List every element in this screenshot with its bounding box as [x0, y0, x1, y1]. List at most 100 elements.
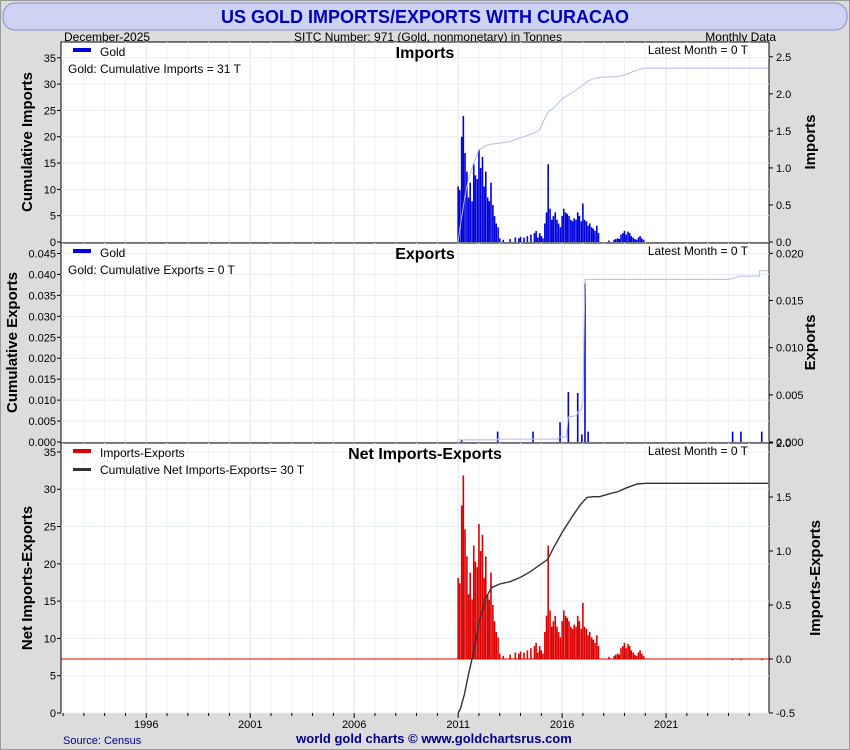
net-bar: [566, 617, 569, 659]
exports-bar: [581, 434, 583, 442]
net-bar: [573, 624, 575, 659]
net-bar: [637, 652, 640, 659]
net-bar: [592, 639, 595, 659]
imports-bar: [642, 239, 645, 242]
net-bar: [618, 654, 621, 659]
imports-bar: [622, 233, 624, 242]
imports-bar: [530, 234, 532, 242]
net-bar: [540, 650, 543, 659]
imports-bar: [485, 171, 487, 242]
imports-bar: [502, 239, 505, 242]
exports-cumulative-line: [458, 270, 768, 441]
net-bar: [575, 626, 577, 659]
exports-left-tick-label: 0.025: [28, 332, 56, 344]
imports-bar: [488, 201, 491, 242]
imports-left-axis-title: Cumulative Imports: [19, 72, 36, 212]
imports-bar: [554, 212, 557, 242]
net-right-axis-title: Imports-Exports: [807, 520, 824, 636]
net-bar: [469, 572, 472, 659]
exports-legend-label: Gold: [100, 246, 125, 260]
net-bar: [559, 637, 562, 659]
imports-bar: [536, 237, 539, 242]
imports-bar: [575, 219, 577, 242]
imports-bar: [590, 227, 593, 242]
x-axis-tick-label: 1996: [134, 719, 158, 731]
net-bar: [740, 659, 742, 661]
net-right-tick-label: -0.5: [776, 708, 795, 720]
net-bar: [464, 529, 466, 659]
imports-bar: [550, 219, 553, 242]
net-bar: [490, 572, 492, 659]
net-bar: [478, 524, 480, 659]
imports-bar: [627, 231, 629, 242]
imports-bar: [634, 239, 636, 242]
imports-bar: [613, 239, 615, 242]
imports-bar: [552, 216, 555, 242]
imports-bar: [519, 236, 522, 242]
imports-bar: [564, 212, 567, 242]
imports-bar: [614, 239, 617, 242]
exports-right-tick-label: 0.005: [776, 390, 804, 402]
imports-bar: [597, 233, 600, 242]
net-right-tick-label: 2.0: [776, 438, 791, 450]
exports-right-tick-label: 0.020: [776, 248, 804, 260]
imports-right-tick-label: 2.0: [776, 89, 791, 101]
exports-bar: [731, 431, 734, 442]
net-bar: [526, 650, 529, 659]
net-bar: [492, 605, 494, 659]
imports-bar: [481, 156, 484, 242]
frequency-label: Monthly Data: [705, 30, 776, 44]
imports-bar: [460, 136, 463, 242]
imports-bar: [573, 218, 575, 242]
imports-bar: [594, 230, 596, 242]
net-bar: [471, 599, 473, 659]
net-right-tick-label: 1.5: [776, 492, 791, 504]
net-bar: [564, 615, 567, 659]
title-bar: [2, 2, 848, 31]
net-bar: [556, 626, 558, 659]
net-bar: [640, 653, 643, 659]
imports-right-tick-label: 0.0: [776, 237, 791, 249]
net-plot-area: [60, 442, 770, 714]
net-bar: [570, 626, 572, 659]
net-bar: [485, 556, 487, 659]
net-cumulative-legend-swatch: [73, 468, 91, 471]
imports-bar: [533, 233, 536, 242]
imports-bar: [566, 213, 569, 242]
net-bar: [523, 652, 525, 659]
net-bar: [625, 648, 627, 659]
exports-bar: [460, 440, 463, 442]
net-bar: [630, 650, 633, 659]
imports-bar: [549, 208, 551, 242]
net-right-tick-label: 0.5: [776, 600, 791, 612]
imports-bar: [498, 238, 501, 242]
imports-bar: [497, 227, 499, 242]
net-left-tick-label: 30: [44, 484, 56, 496]
net-bar: [486, 594, 489, 659]
imports-bar: [472, 164, 475, 242]
net-latest-label: Latest Month = 0 T: [648, 444, 749, 458]
net-bar: [457, 578, 459, 659]
imports-bar: [568, 216, 570, 242]
net-bar: [628, 646, 631, 659]
imports-bar: [492, 204, 494, 242]
exports-right-tick-label: 0.010: [776, 343, 804, 355]
x-axis-tick-label: 2001: [238, 719, 262, 731]
net-bar: [620, 648, 622, 659]
imports-bar: [542, 238, 544, 242]
imports-bar: [535, 230, 537, 242]
imports-bar: [538, 233, 541, 242]
imports-bar: [483, 186, 485, 242]
chart-title: US GOLD IMPORTS/EXPORTS WITH CURACAO: [221, 7, 629, 27]
net-cumulative-line: [457, 482, 768, 714]
imports-bar: [618, 239, 621, 242]
net-bar: [634, 654, 636, 659]
net-bar: [519, 651, 522, 659]
net-bar: [578, 621, 581, 659]
net-bar: [547, 545, 549, 659]
imports-bar: [490, 182, 492, 242]
panels: 0 5 10 15 20 25 30 35 0.0 0.5 1.0 1.5 2.0 2.5 Imports G…: [4, 41, 824, 720]
net-bar: [760, 659, 763, 661]
imports-bar: [561, 216, 563, 242]
imports-left-tick-label: 20: [44, 132, 56, 144]
